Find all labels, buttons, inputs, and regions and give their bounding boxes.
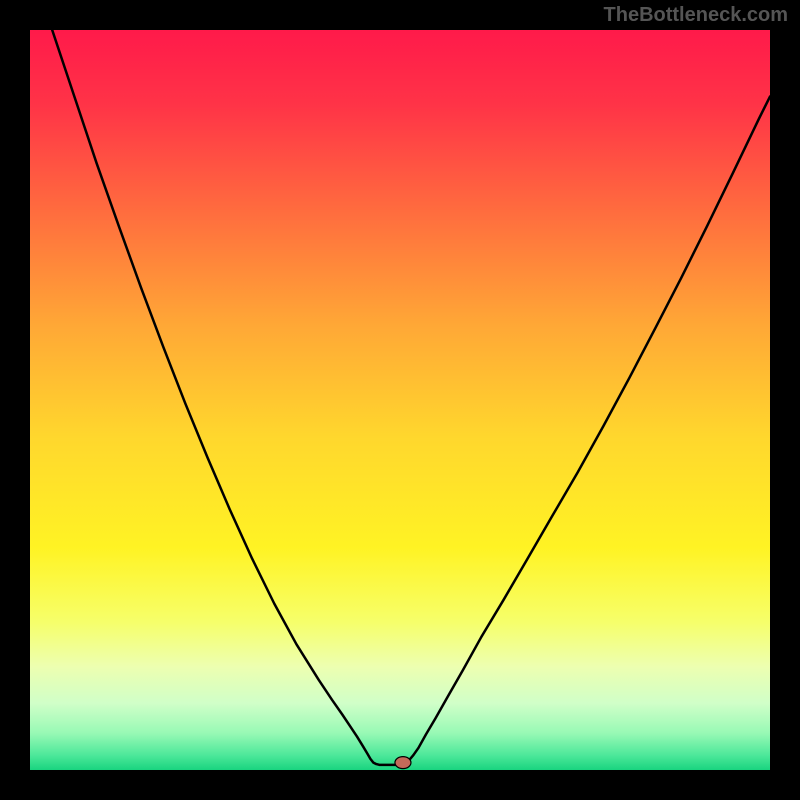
- optimal-point-marker: [395, 757, 411, 769]
- watermark-text: TheBottleneck.com: [604, 4, 788, 27]
- chart-container: TheBottleneck.com: [0, 0, 800, 800]
- gradient-background: [30, 30, 770, 770]
- plot-svg: [30, 30, 770, 770]
- plot-area: [30, 30, 770, 770]
